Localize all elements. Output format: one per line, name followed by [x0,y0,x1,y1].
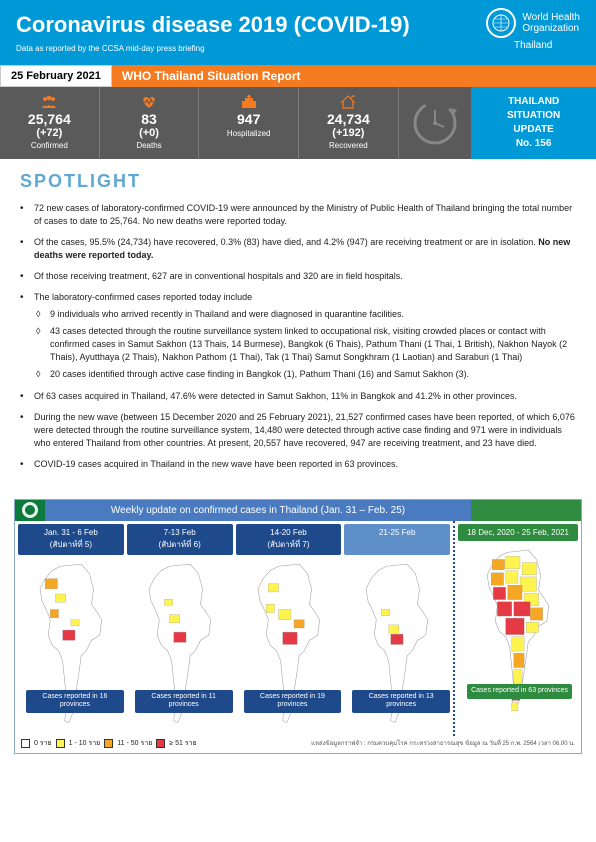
confirmed-value: 25,764 [4,111,95,127]
who-emblem-icon [486,8,516,38]
stat-confirmed: 25,764 (+72) Confirmed [0,87,100,159]
report-date: 25 February 2021 [0,65,112,87]
bullet-item: During the new wave (between 15 December… [20,411,576,450]
stats-bar: 25,764 (+72) Confirmed 83 (+0) Deaths 94… [0,87,596,159]
summary-header: 18 Dec, 2020 - 25 Feb, 2021 [458,524,578,541]
situation-line1: THAILAND [479,95,588,109]
situation-line4: No. 156 [479,137,588,151]
hospitalized-label: Hospitalized [203,129,294,138]
recovered-change: (+192) [303,127,394,139]
hospital-icon [203,95,294,109]
recovered-label: Recovered [303,141,394,150]
week-map: Cases reported in 16 provinces [18,558,124,733]
deaths-label: Deaths [104,141,195,150]
bullet-item: 72 new cases of laboratory-confirmed COV… [20,202,576,228]
week-header: Jan. 31 - 6 Feb(สัปดาห์ที่ 5) [18,524,124,555]
chart-legend: 0 ราย 1 - 10 ราย 11 - 50 ราย ≥ 51 ราย แหล่งข… [15,736,581,753]
who-country: Thailand [486,40,580,51]
legend-label: 1 - 10 ราย [69,738,101,749]
clock-graphic [399,87,472,159]
legend-label: 0 ราย [34,738,52,749]
report-label: WHO Thailand Situation Report [112,65,596,87]
map-badge: Cases reported in 19 provinces [244,690,342,713]
spotlight-heading: SPOTLIGHT [20,171,576,192]
summary-column: 18 Dec, 2020 - 25 Feb, 2021 Cases report… [453,521,581,736]
chart-summary-tab [471,500,581,521]
content-body: SPOTLIGHT 72 new cases of laboratory-con… [0,159,596,491]
map-badge: Cases reported in 11 provinces [135,690,233,713]
bullet-item: Of those receiving treatment, 627 are in… [20,270,576,283]
who-logo-block: World Health Organization Thailand [486,8,580,51]
bullet-item: The laboratory-confirmed cases reported … [20,291,576,381]
week-headers: Jan. 31 - 6 Feb(สัปดาห์ที่ 5)7-13 Feb(สั… [15,521,453,555]
map-badge: Cases reported in 16 provinces [26,690,124,713]
legend-swatch [156,739,165,748]
sub-bullet-item: 9 individuals who arrived recently in Th… [34,308,576,321]
confirmed-label: Confirmed [4,141,95,150]
summary-badge: Cases reported in 63 provinces [467,684,572,698]
week-map: Cases reported in 11 provinces [127,558,233,733]
date-title-bar: 25 February 2021 WHO Thailand Situation … [0,65,596,87]
heart-icon [104,95,195,109]
bullet-item: COVID-19 cases acquired in Thailand in t… [20,458,576,471]
legend-swatch [21,739,30,748]
moph-logo-icon [15,500,45,521]
week-header: 14-20 Feb(สัปดาห์ที่ 7) [236,524,342,555]
hospitalized-value: 947 [203,111,294,127]
legend-label: 11 - 50 ราย [117,738,152,749]
week-maps: Cases reported in 16 provinces Cases rep… [15,555,453,736]
stat-hospitalized: 947 Hospitalized [199,87,299,159]
situation-line2: SITUATION [479,109,588,123]
stat-deaths: 83 (+0) Deaths [100,87,200,159]
chart-title: Weekly update on confirmed cases in Thai… [45,500,471,521]
week-header: 7-13 Feb(สัปดาห์ที่ 6) [127,524,233,555]
sub-bullet-item: 20 cases identified through active case … [34,368,576,381]
home-icon [303,95,394,109]
header-banner: Coronavirus disease 2019 (COVID-19) Data… [0,0,596,65]
week-map: Cases reported in 19 provinces [236,558,342,733]
legend-swatch [56,739,65,748]
deaths-change: (+0) [104,127,195,139]
situation-line3: UPDATE [479,123,588,137]
week-header: 21-25 Feb [344,524,450,555]
map-badge: Cases reported in 13 provinces [352,690,450,713]
who-org-name: World Health Organization [522,12,580,34]
situation-update-box: THAILAND SITUATION UPDATE No. 156 [471,87,596,159]
stat-recovered: 24,734 (+192) Recovered [299,87,399,159]
legend-label: ≥ 51 ราย [169,738,196,749]
people-icon [4,95,95,109]
chart-footnote: แหล่งข้อมูลกราฟจำ : กรมควบคุมโรค กระทรวง… [311,738,575,748]
recovered-value: 24,734 [303,111,394,127]
weekly-chart: Weekly update on confirmed cases in Thai… [14,499,582,754]
sub-bullet-item: 43 cases detected through the routine su… [34,325,576,364]
legend-swatch [104,739,113,748]
spotlight-bullets: 72 new cases of laboratory-confirmed COV… [20,202,576,471]
summary-map: Cases reported in 63 provinces [458,544,578,719]
week-map: Cases reported in 13 provinces [344,558,450,733]
confirmed-change: (+72) [4,127,95,139]
bullet-item: Of 63 cases acquired in Thailand, 47.6% … [20,390,576,403]
bullet-item: Of the cases, 95.5% (24,734) have recove… [20,236,576,262]
deaths-value: 83 [104,111,195,127]
